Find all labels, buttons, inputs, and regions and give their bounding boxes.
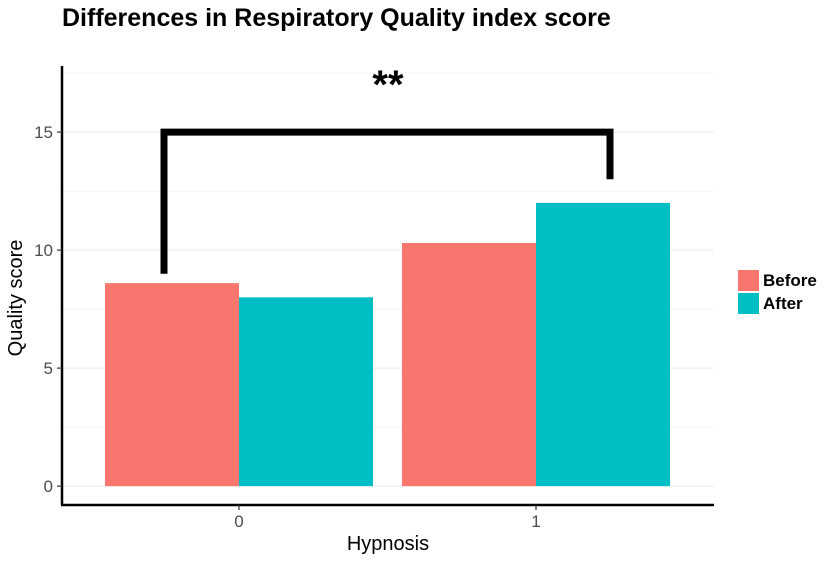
x-tick-label: 0 (234, 512, 243, 531)
bars (105, 202, 670, 487)
legend-swatch-after (738, 293, 759, 314)
x-tick-label: 1 (531, 512, 540, 531)
legend: Before After (738, 270, 817, 314)
bar-after-0 (239, 297, 373, 487)
significance-annotation: ** (160, 63, 614, 274)
legend-swatch-before (738, 270, 759, 291)
legend-label-after: After (763, 294, 803, 313)
legend-label-before: Before (763, 271, 817, 290)
y-tick-label: 5 (44, 359, 53, 378)
bar-before-0 (105, 283, 239, 487)
significance-label: ** (372, 63, 404, 107)
y-tick-label: 15 (34, 123, 53, 142)
y-axis-ticks: 0 5 10 15 (34, 123, 62, 496)
x-axis-title: Hypnosis (347, 533, 429, 555)
y-axis-title: Quality score (5, 240, 27, 357)
bar-before-1 (402, 243, 536, 487)
significance-bracket (160, 128, 614, 274)
y-tick-label: 10 (34, 241, 53, 260)
chart-title: Differences in Respiratory Quality index… (62, 4, 611, 32)
bar-after-1 (536, 202, 670, 487)
y-tick-label: 0 (44, 477, 53, 496)
